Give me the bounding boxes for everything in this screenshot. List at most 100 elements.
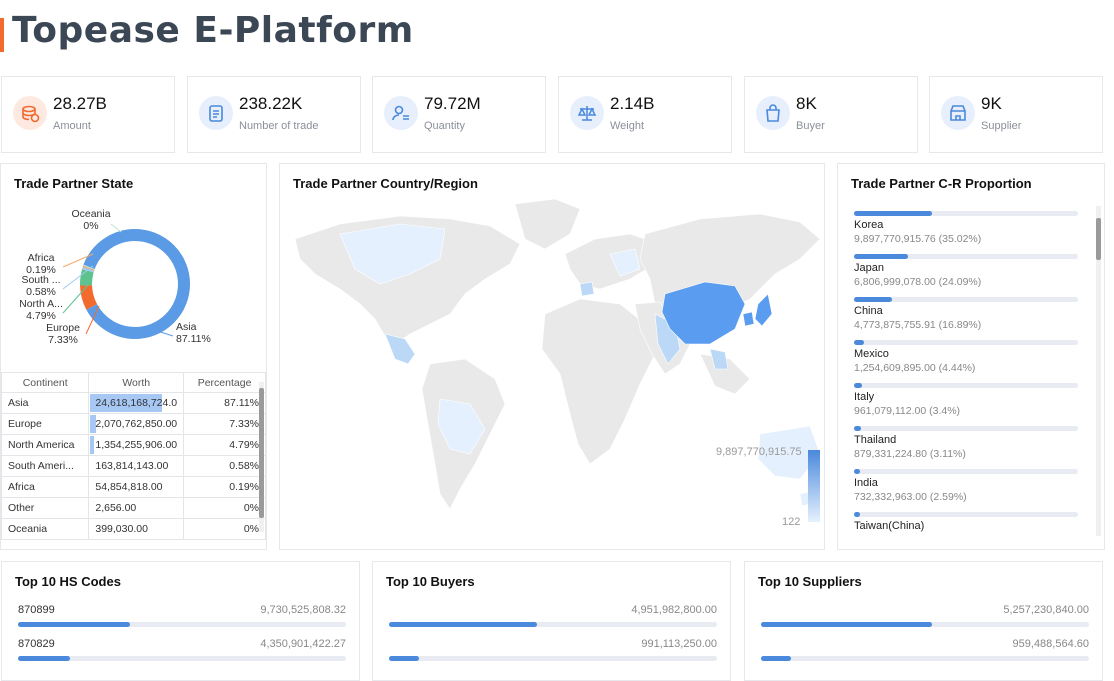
top10-value: 5,257,230,840.00 bbox=[1003, 604, 1089, 616]
world-map[interactable] bbox=[280, 164, 826, 551]
proportion-track bbox=[854, 383, 1078, 388]
worth-value: 54,854,818.00 bbox=[95, 481, 163, 493]
proportion-track bbox=[854, 211, 1078, 216]
proportion-fill bbox=[854, 469, 860, 474]
kpi-card-quantity: 79.72M Quantity bbox=[372, 76, 546, 153]
donut-slice-north-america[interactable] bbox=[80, 229, 190, 339]
proportion-name: Thailand bbox=[854, 434, 897, 446]
proportion-name: Taiwan(China) bbox=[854, 520, 925, 532]
proportion-value: 1,254,609,895.00 (4.44%) bbox=[854, 362, 976, 374]
top10-value: 9,730,525,808.32 bbox=[260, 604, 346, 616]
proportion-value: 9,897,770,915.76 (35.02%) bbox=[854, 233, 982, 245]
table-scrollbar[interactable] bbox=[259, 382, 264, 532]
worth-value: 2,656.00 bbox=[95, 502, 137, 514]
top10-row[interactable]: 4,951,982,800.00 bbox=[389, 604, 717, 644]
proportion-track bbox=[854, 297, 1078, 302]
top10-track bbox=[761, 656, 1089, 661]
proportion-item[interactable]: Japan 6,806,999,078.00 (24.09%) bbox=[854, 254, 1078, 294]
donut-label-name: Europe bbox=[46, 322, 80, 334]
panel-title: Top 10 HS Codes bbox=[15, 574, 121, 589]
column-header-percentage[interactable]: Percentage bbox=[183, 372, 266, 393]
donut-label-name: North A... bbox=[19, 298, 63, 310]
table-row[interactable]: Other 2,656.00 0% bbox=[0, 497, 266, 519]
donut-label-pct: 87.11% bbox=[176, 333, 211, 345]
proportion-item[interactable]: Korea 9,897,770,915.76 (35.02%) bbox=[854, 211, 1078, 251]
kpi-label: Number of trade bbox=[239, 120, 319, 132]
column-header-worth[interactable]: Worth bbox=[88, 372, 185, 393]
cell-worth: 163,814,143.00 bbox=[88, 455, 185, 477]
cell-continent: Asia bbox=[0, 392, 90, 414]
table-row[interactable]: Europe 2,070,762,850.00 7.33% bbox=[0, 413, 266, 435]
kpi-value: 28.27B bbox=[53, 94, 107, 113]
donut-label-name: South ... bbox=[21, 274, 60, 286]
proportion-list: Korea 9,897,770,915.76 (35.02%) Japan 6,806… bbox=[838, 211, 1100, 541]
kpi-label: Weight bbox=[610, 120, 645, 132]
proportion-name: Japan bbox=[854, 262, 884, 274]
top10-track bbox=[389, 656, 717, 661]
top10-track bbox=[18, 622, 346, 627]
proportion-value: 4,773,875,755.91 (16.89%) bbox=[854, 319, 982, 331]
person-list-icon bbox=[384, 96, 418, 130]
donut-slice-asia[interactable] bbox=[80, 229, 190, 339]
scrollbar-thumb[interactable] bbox=[1096, 218, 1101, 260]
proportion-item[interactable]: Italy 961,079,112.00 (3.4%) bbox=[854, 383, 1078, 423]
donut-label-line bbox=[150, 328, 174, 337]
proportion-item[interactable]: China 4,773,875,755.91 (16.89%) bbox=[854, 297, 1078, 337]
cell-continent: North America bbox=[0, 434, 90, 456]
proportion-value: 6,806,999,078.00 (24.09%) bbox=[854, 276, 982, 288]
proportion-fill bbox=[854, 512, 860, 517]
title-accent-bar bbox=[0, 18, 4, 52]
top10-track bbox=[18, 656, 346, 661]
trade-partner-proportion-panel: Trade Partner C-R Proportion Korea 9,897,… bbox=[837, 163, 1105, 550]
proportion-name: Mexico bbox=[854, 348, 889, 360]
proportion-item[interactable]: Mexico 1,254,609,895.00 (4.44%) bbox=[854, 340, 1078, 380]
top10-row[interactable]: 959,488,564.60 bbox=[761, 638, 1089, 678]
top10-row[interactable]: 5,257,230,840.00 bbox=[761, 604, 1089, 644]
panel-title: Trade Partner Country/Region bbox=[293, 176, 478, 191]
table-row[interactable]: South Ameri... 163,814,143.00 0.58% bbox=[0, 455, 266, 477]
top10-row[interactable]: 991,113,250.00 bbox=[389, 638, 717, 678]
table-row[interactable]: North America 1,354,255,906.00 4.79% bbox=[0, 434, 266, 456]
trade-partner-map-panel: Trade Partner Country/Region bbox=[279, 163, 825, 550]
worth-value: 1,354,255,906.00 bbox=[95, 439, 178, 451]
proportion-name: India bbox=[854, 477, 878, 489]
cell-continent: Europe bbox=[0, 413, 90, 435]
top10-label: 870829 bbox=[18, 638, 55, 650]
scale-icon bbox=[570, 96, 604, 130]
proportion-value: 732,332,963.00 (2.59%) bbox=[854, 491, 967, 503]
clipboard-icon bbox=[199, 96, 233, 130]
worth-value: 163,814,143.00 bbox=[95, 460, 169, 472]
proportion-item[interactable]: India 732,332,963.00 (2.59%) bbox=[854, 469, 1078, 509]
column-header-continent[interactable]: Continent bbox=[0, 372, 90, 393]
proportion-scrollbar[interactable] bbox=[1096, 206, 1101, 536]
cell-percentage: 0.19% bbox=[183, 476, 266, 498]
table-row[interactable]: Oceania 399,030.00 0% bbox=[0, 518, 266, 540]
table-row[interactable]: Asia 24,618,168,724.0 87.11% bbox=[0, 392, 266, 414]
panel-title: Top 10 Suppliers bbox=[758, 574, 862, 589]
worth-value: 2,070,762,850.00 bbox=[95, 418, 178, 430]
table-row[interactable]: Africa 54,854,818.00 0.19% bbox=[0, 476, 266, 498]
proportion-value: 879,331,224.80 (3.11%) bbox=[854, 448, 966, 460]
donut-label-line bbox=[110, 223, 122, 233]
cell-percentage: 7.33% bbox=[183, 413, 266, 435]
donut-label-line bbox=[62, 253, 94, 268]
donut-label-line bbox=[85, 305, 100, 335]
donut-label-pct: 4.79% bbox=[26, 310, 56, 322]
map-legend-gradient[interactable] bbox=[808, 450, 820, 522]
shopping-bag-icon bbox=[756, 96, 790, 130]
proportion-fill bbox=[854, 340, 864, 345]
top10-row[interactable]: 870899 9,730,525,808.32 bbox=[18, 604, 346, 644]
top10-row[interactable]: 870829 4,350,901,422.27 bbox=[18, 638, 346, 678]
scrollbar-thumb[interactable] bbox=[259, 388, 264, 518]
proportion-item[interactable]: Thailand 879,331,224.80 (3.11%) bbox=[854, 426, 1078, 466]
panel-title: Trade Partner State bbox=[14, 176, 134, 191]
donut-label-pct: 7.33% bbox=[48, 334, 78, 346]
top10-track bbox=[761, 622, 1089, 627]
cell-percentage: 87.11% bbox=[183, 392, 266, 414]
proportion-item[interactable]: Taiwan(China) bbox=[854, 512, 1078, 541]
cell-continent: Oceania bbox=[0, 518, 90, 540]
top10-fill bbox=[389, 656, 419, 661]
top10-fill bbox=[18, 656, 71, 661]
kpi-card-buyer: 8K Buyer bbox=[744, 76, 918, 153]
